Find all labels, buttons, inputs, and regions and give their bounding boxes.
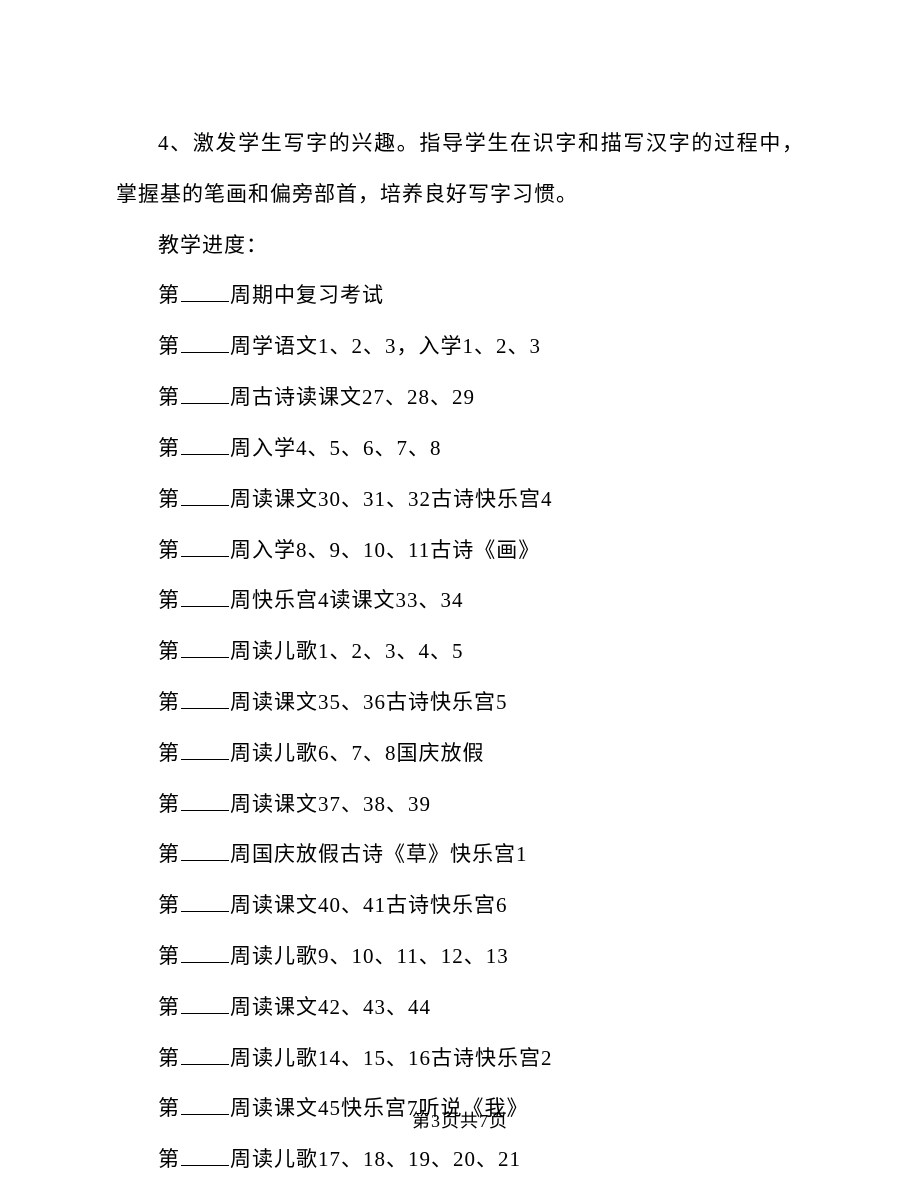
item-content: 快乐宫4读课文33、34	[252, 588, 464, 612]
item-prefix: 第	[158, 538, 180, 562]
item-prefix: 第	[158, 944, 180, 968]
item-mid: 周	[230, 436, 252, 460]
item-prefix: 第	[158, 842, 180, 866]
item-prefix: 第	[158, 487, 180, 511]
item-prefix: 第	[158, 995, 180, 1019]
schedule-item: 第 周入学8、9、10、11古诗《画》	[116, 525, 804, 576]
blank-line	[181, 1044, 229, 1065]
blank-line	[181, 942, 229, 963]
item-mid: 周	[230, 842, 252, 866]
blank-line	[181, 739, 229, 760]
item-prefix: 第	[158, 385, 180, 409]
item-prefix: 第	[158, 741, 180, 765]
blank-line	[181, 434, 229, 455]
blank-line	[181, 790, 229, 811]
item-prefix: 第	[158, 283, 180, 307]
blank-line	[181, 383, 229, 404]
item-mid: 周	[230, 283, 252, 307]
item-mid: 周	[230, 588, 252, 612]
schedule-item: 第 周读课文37、38、39	[116, 779, 804, 830]
page-footer: 第3页共7页	[0, 1107, 920, 1133]
item-prefix: 第	[158, 1147, 180, 1171]
item-content: 学语文1、2、3，入学1、2、3	[252, 334, 541, 358]
schedule-list: 第周期中复习考试第周学语文1、2、3，入学1、2、3第周古诗读课文27、28、2…	[116, 270, 804, 1185]
item-content: 读课文30、31、32古诗快乐宫4	[252, 487, 553, 511]
blank-line	[181, 637, 229, 658]
section-title: 教学进度：	[116, 220, 804, 271]
blank-line	[181, 485, 229, 506]
item-prefix: 第	[158, 1046, 180, 1070]
item-mid: 周	[230, 538, 252, 562]
item-content: 读儿歌14、15、16古诗快乐宫2	[252, 1046, 553, 1070]
item-mid: 周	[230, 1046, 252, 1070]
blank-line	[181, 840, 229, 861]
item-prefix: 第	[158, 639, 180, 663]
item-content: 读儿歌6、7、8国庆放假	[252, 741, 485, 765]
page-content: 4、激发学生写字的兴趣。指导学生在识字和描写汉字的过程中，掌握基的笔画和偏旁部首…	[0, 0, 920, 1185]
schedule-item: 第 周快乐宫4读课文33、34	[116, 575, 804, 626]
item-content: 读儿歌17、18、19、20、21	[252, 1147, 521, 1171]
schedule-item: 第 周读儿歌14、15、16古诗快乐宫2	[116, 1033, 804, 1084]
schedule-item: 第 周读课文40、41古诗快乐宫6	[116, 880, 804, 931]
item-mid: 周	[230, 690, 252, 714]
item-mid: 周	[230, 334, 252, 358]
schedule-item: 第 周国庆放假古诗《草》快乐宫1	[116, 829, 804, 880]
schedule-item: 第 周读课文35、36古诗快乐宫5	[116, 677, 804, 728]
item-prefix: 第	[158, 690, 180, 714]
schedule-item: 第 周学语文1、2、3，入学1、2、3	[116, 321, 804, 372]
item-mid: 周	[230, 639, 252, 663]
blank-line	[181, 1145, 229, 1166]
schedule-item: 第 周读儿歌9、10、11、12、13	[116, 931, 804, 982]
item-content: 入学4、5、6、7、8	[252, 436, 442, 460]
item-mid: 周	[230, 995, 252, 1019]
item-mid: 周	[230, 487, 252, 511]
item-content: 读儿歌1、2、3、4、5	[252, 639, 464, 663]
item-prefix: 第	[158, 588, 180, 612]
item-content: 古诗读课文27、28、29	[252, 385, 475, 409]
blank-line	[181, 586, 229, 607]
blank-line	[181, 332, 229, 353]
item-mid: 周	[230, 944, 252, 968]
item-prefix: 第	[158, 792, 180, 816]
blank-line	[181, 891, 229, 912]
schedule-item: 第 周期中复习考试	[116, 270, 804, 321]
item-content: 读课文37、38、39	[252, 792, 431, 816]
item-content: 读儿歌9、10、11、12、13	[252, 944, 509, 968]
item-mid: 周	[230, 893, 252, 917]
schedule-item: 第 周入学4、5、6、7、8	[116, 423, 804, 474]
schedule-item: 第 周读儿歌6、7、8国庆放假	[116, 728, 804, 779]
item-prefix: 第	[158, 334, 180, 358]
schedule-item: 第 周读儿歌17、18、19、20、21	[116, 1134, 804, 1185]
blank-line	[181, 281, 229, 302]
item-mid: 周	[230, 385, 252, 409]
item-content: 入学8、9、10、11古诗《画》	[252, 538, 540, 562]
item-prefix: 第	[158, 436, 180, 460]
schedule-item: 第 周古诗读课文27、28、29	[116, 372, 804, 423]
item-prefix: 第	[158, 893, 180, 917]
item-content: 读课文40、41古诗快乐宫6	[252, 893, 508, 917]
item-mid: 周	[230, 1147, 252, 1171]
schedule-item: 第 周读课文30、31、32古诗快乐宫4	[116, 474, 804, 525]
blank-line	[181, 688, 229, 709]
item-content: 国庆放假古诗《草》快乐宫1	[252, 842, 528, 866]
item-content: 读课文42、43、44	[252, 995, 431, 1019]
item-mid: 周	[230, 741, 252, 765]
blank-line	[181, 993, 229, 1014]
item-mid: 周	[230, 792, 252, 816]
intro-paragraph: 4、激发学生写字的兴趣。指导学生在识字和描写汉字的过程中，掌握基的笔画和偏旁部首…	[116, 118, 804, 220]
schedule-item: 第 周读课文42、43、44	[116, 982, 804, 1033]
blank-line	[181, 536, 229, 557]
schedule-item: 第 周读儿歌1、2、3、4、5	[116, 626, 804, 677]
item-content: 读课文35、36古诗快乐宫5	[252, 690, 508, 714]
item-content: 期中复习考试	[252, 283, 384, 307]
